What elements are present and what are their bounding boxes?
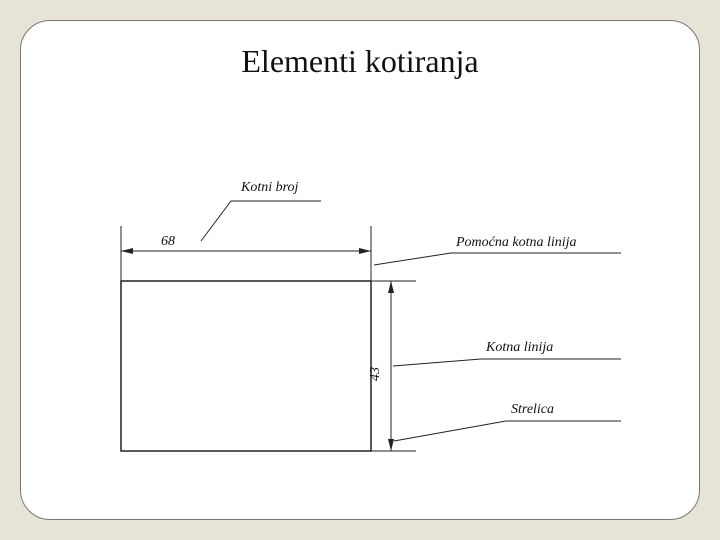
callout-leader: [374, 253, 621, 265]
callout-leader: [201, 201, 321, 241]
dim-h-arrow-left: [121, 248, 133, 254]
dim-h-value: 68: [161, 234, 175, 249]
callout-text: Kotna linija: [485, 340, 553, 355]
slide-card: Elementi kotiranja 68 43 Kotni: [20, 20, 700, 520]
dim-v-arrow-bot: [388, 439, 394, 451]
dim-horizontal: 68: [121, 226, 371, 281]
dim-h-arrow-right: [359, 248, 371, 254]
callout-leader: [393, 359, 621, 366]
callout-strelica: Strelica: [394, 402, 621, 441]
dim-v-arrow-top: [388, 281, 394, 293]
dim-v-value: 43: [368, 367, 383, 381]
main-rect: [121, 281, 371, 451]
callout-kotna-linija: Kotna linija: [393, 340, 621, 366]
callout-leader: [394, 421, 621, 441]
callout-pomocna-kotna-linija: Pomoćna kotna linija: [374, 235, 621, 265]
callout-text: Pomoćna kotna linija: [455, 235, 577, 250]
dim-vertical: 43: [368, 281, 416, 451]
callout-text: Strelica: [511, 402, 554, 417]
diagram-svg: 68 43 Kotni broj Pomoćna kotna linija Ko…: [21, 21, 701, 521]
callout-kotni-broj: Kotni broj: [201, 180, 321, 241]
callout-text: Kotni broj: [240, 180, 299, 195]
